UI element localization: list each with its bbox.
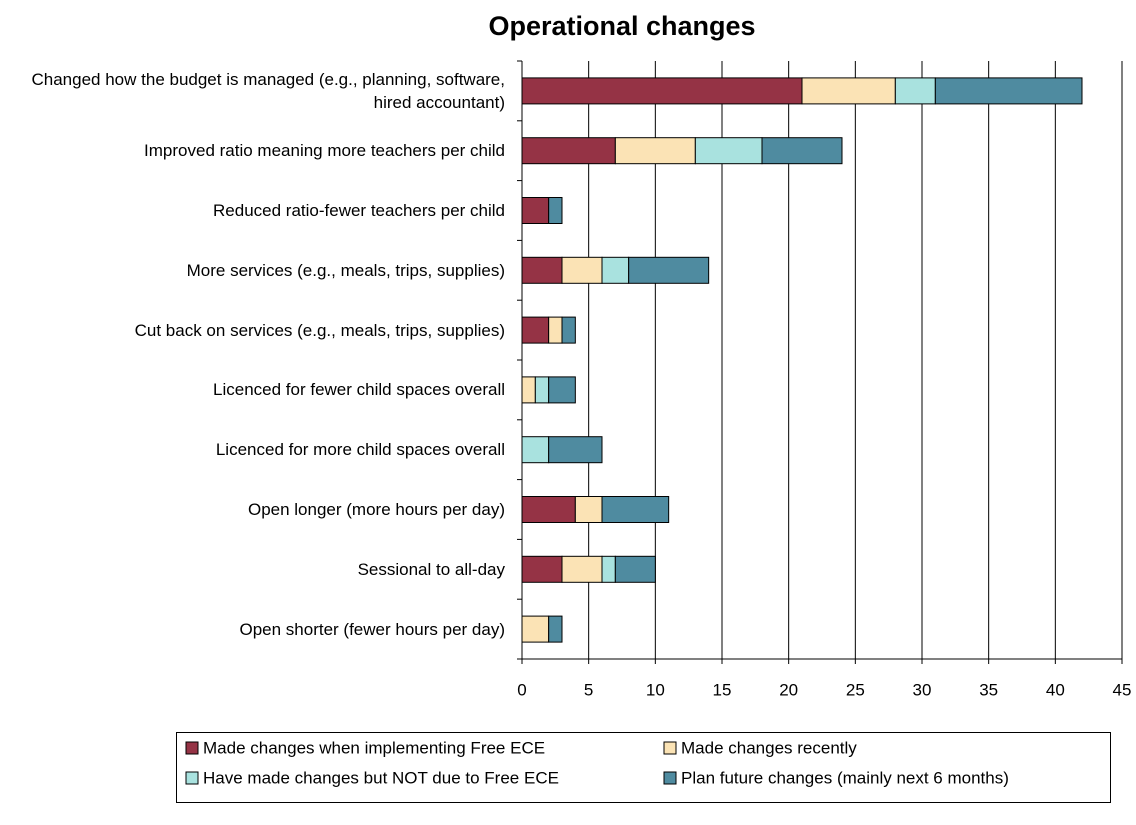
bar-segment — [601, 555, 616, 583]
x-tick-label: 15 — [713, 680, 732, 699]
y-tick-label: Licenced for more child spaces overall — [0, 420, 505, 480]
bar-segment — [521, 256, 563, 284]
bar-segment — [548, 615, 563, 643]
x-tick-label: 30 — [913, 680, 932, 699]
bar-segment — [614, 137, 696, 165]
bar-segment — [521, 77, 803, 105]
bar-segment — [521, 197, 550, 224]
y-tick-label-text: Sessional to all-day — [357, 559, 505, 579]
legend-swatch — [185, 771, 199, 785]
y-tick-label-text: Changed how the budget is managed (e.g.,… — [31, 69, 506, 112]
legend-label: Made changes recently — [681, 738, 857, 757]
x-tick-label: 40 — [1046, 680, 1065, 699]
legend-label: Plan future changes (mainly next 6 month… — [681, 768, 1009, 787]
bar-segment — [548, 316, 563, 344]
bar-segment — [534, 376, 550, 404]
y-tick-label: Sessional to all-day — [0, 539, 505, 599]
y-tick-label-text: Cut back on services (e.g., meals, trips… — [134, 320, 505, 340]
bar-segment — [548, 197, 563, 224]
bar-segment — [521, 316, 550, 344]
x-tick-label: 20 — [779, 680, 798, 699]
y-tick-label-text: Reduced ratio-fewer teachers per child — [213, 200, 505, 220]
x-tick-label: 35 — [979, 680, 998, 699]
y-tick-label: Open longer (more hours per day) — [0, 480, 505, 540]
bar-segment — [628, 256, 710, 284]
x-tick-label: 10 — [646, 680, 665, 699]
bar-segment — [521, 615, 550, 643]
legend-label: Have made changes but NOT due to Free EC… — [203, 768, 559, 787]
bar-segment — [801, 77, 896, 105]
bar-segment — [521, 137, 616, 165]
chart-title: Operational changes — [488, 11, 755, 41]
bar-segment — [894, 77, 936, 105]
x-tick-label: 0 — [517, 680, 526, 699]
bar-segment — [934, 77, 1083, 105]
bar-segment — [521, 436, 550, 464]
bar-segment — [694, 137, 763, 165]
legend-label: Made changes when implementing Free ECE — [203, 738, 545, 757]
bar-segment — [521, 496, 576, 523]
y-tick-label: Changed how the budget is managed (e.g.,… — [0, 61, 506, 121]
bar-segment — [561, 316, 576, 344]
y-tick-label-text: Licenced for more child spaces overall — [215, 440, 505, 460]
y-tick-label: Licenced for fewer child spaces overall — [0, 360, 505, 420]
bar-segment — [561, 555, 603, 583]
bar-segment — [548, 436, 603, 464]
legend-swatch — [185, 741, 199, 755]
y-tick-label: Improved ratio meaning more teachers per… — [0, 121, 505, 181]
y-tick-label: More services (e.g., meals, trips, suppl… — [0, 240, 505, 300]
y-tick-label: Open shorter (fewer hours per day) — [0, 599, 505, 659]
bar-segment — [601, 256, 630, 284]
bar-segment — [521, 555, 563, 583]
bar-segment — [574, 496, 603, 523]
y-tick-label: Cut back on services (e.g., meals, trips… — [0, 300, 505, 360]
legend-swatch — [663, 741, 677, 755]
bar-segment — [548, 376, 576, 404]
bar-segment — [561, 256, 603, 284]
y-tick-label-text: Open shorter (fewer hours per day) — [239, 619, 505, 639]
x-tick-label: 5 — [584, 680, 593, 699]
legend-swatch — [663, 771, 677, 785]
y-tick-label-text: More services (e.g., meals, trips, suppl… — [186, 260, 505, 280]
bar-segment — [601, 496, 670, 523]
bar-segment — [761, 137, 843, 165]
x-tick-label: 45 — [1113, 680, 1132, 699]
bar-segment — [614, 555, 656, 583]
y-tick-label-text: Improved ratio meaning more teachers per… — [144, 141, 505, 161]
bar-segment — [521, 376, 536, 404]
y-tick-label: Reduced ratio-fewer teachers per child — [0, 181, 505, 241]
y-tick-label-text: Open longer (more hours per day) — [247, 499, 505, 519]
x-tick-label: 25 — [846, 680, 865, 699]
legend-box — [176, 732, 1111, 803]
y-tick-label-text: Licenced for fewer child spaces overall — [213, 380, 505, 400]
